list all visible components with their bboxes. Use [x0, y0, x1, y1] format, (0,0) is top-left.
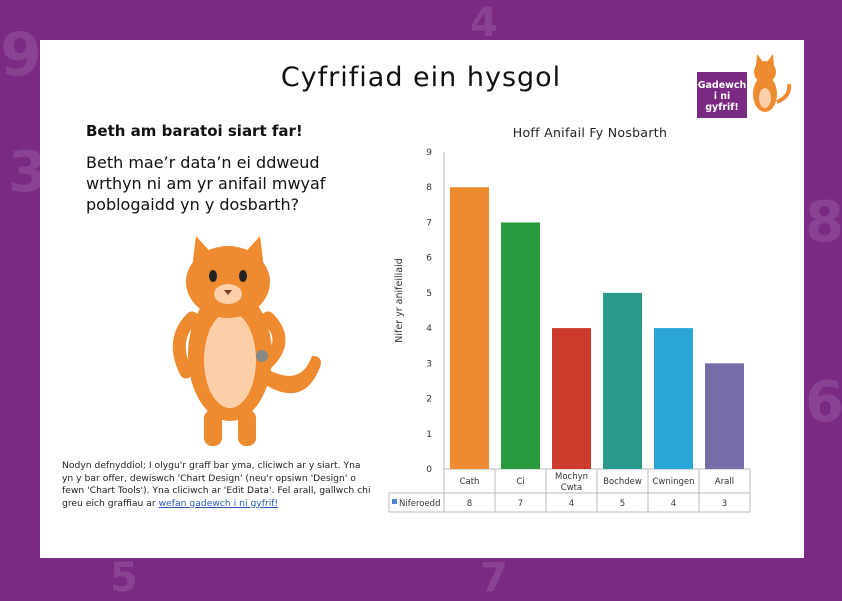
content-card	[40, 40, 804, 558]
x-tick-label-line: Cwta	[561, 483, 582, 493]
bar	[552, 328, 591, 469]
x-tick-label-line: Mochyn	[555, 472, 588, 482]
bar	[705, 363, 744, 469]
x-tick-label: Arall	[715, 477, 734, 487]
bar	[654, 328, 693, 469]
page-title: Cyfrifiad ein hysgol	[280, 62, 562, 93]
chart-title: Hoff Anifail Fy Nosbarth	[512, 125, 668, 140]
legend-key	[392, 499, 397, 504]
help-note: Nodyn defnyddiol; I olygu'r graff bar ym…	[62, 460, 372, 510]
x-tick-label: Cwningen	[652, 477, 694, 487]
background-number-7: 7	[480, 555, 508, 601]
logo-text: Gadewch i ni gyfrif!	[697, 72, 747, 118]
background-number-4: 4	[470, 0, 498, 46]
data-table-value: 7	[518, 499, 523, 509]
data-table-value: 3	[722, 499, 727, 509]
x-tick-label: Bochdew	[603, 477, 642, 487]
y-tick-label: 0	[426, 465, 432, 475]
background-number-6: 6	[805, 370, 842, 435]
background-number-5: 5	[110, 555, 138, 601]
background-number-8: 8	[805, 190, 842, 255]
y-tick-label: 5	[426, 289, 432, 299]
y-tick-label: 7	[426, 218, 432, 228]
y-tick-label: 2	[426, 395, 432, 405]
question-text: Beth mae’r data’n ei ddweud wrthyn ni am…	[86, 153, 326, 214]
website-link[interactable]: wefan gadewch i ni gyfrif!	[158, 497, 279, 509]
background-number-9: 9	[0, 20, 42, 90]
data-table-value: 5	[620, 499, 625, 509]
bar	[603, 292, 642, 469]
bar	[450, 187, 489, 469]
data-table-value: 4	[671, 499, 676, 509]
logo: Gadewch i ni gyfrif!	[697, 50, 795, 118]
y-tick-label: 4	[426, 324, 432, 334]
legend-label: Niferoedd	[399, 499, 440, 509]
y-tick-label: 8	[426, 183, 432, 193]
x-tick-label: Cath	[460, 477, 480, 487]
data-table-value: 8	[467, 499, 472, 509]
section-heading: Beth am baratoi siart far!	[86, 122, 303, 140]
y-tick-label: 3	[426, 359, 432, 369]
y-tick-label: 9	[426, 148, 432, 158]
logo-cat-icon	[753, 54, 792, 112]
y-axis-label: Nifer yr anifeiliaid	[394, 258, 405, 343]
y-tick-label: 6	[426, 254, 432, 264]
bar	[501, 222, 540, 469]
data-table-value: 4	[569, 499, 574, 509]
x-tick-label: Ci	[516, 477, 524, 487]
help-note-text: Nodyn defnyddiol; I olygu'r graff bar ym…	[62, 460, 371, 509]
y-tick-label: 1	[426, 430, 432, 440]
